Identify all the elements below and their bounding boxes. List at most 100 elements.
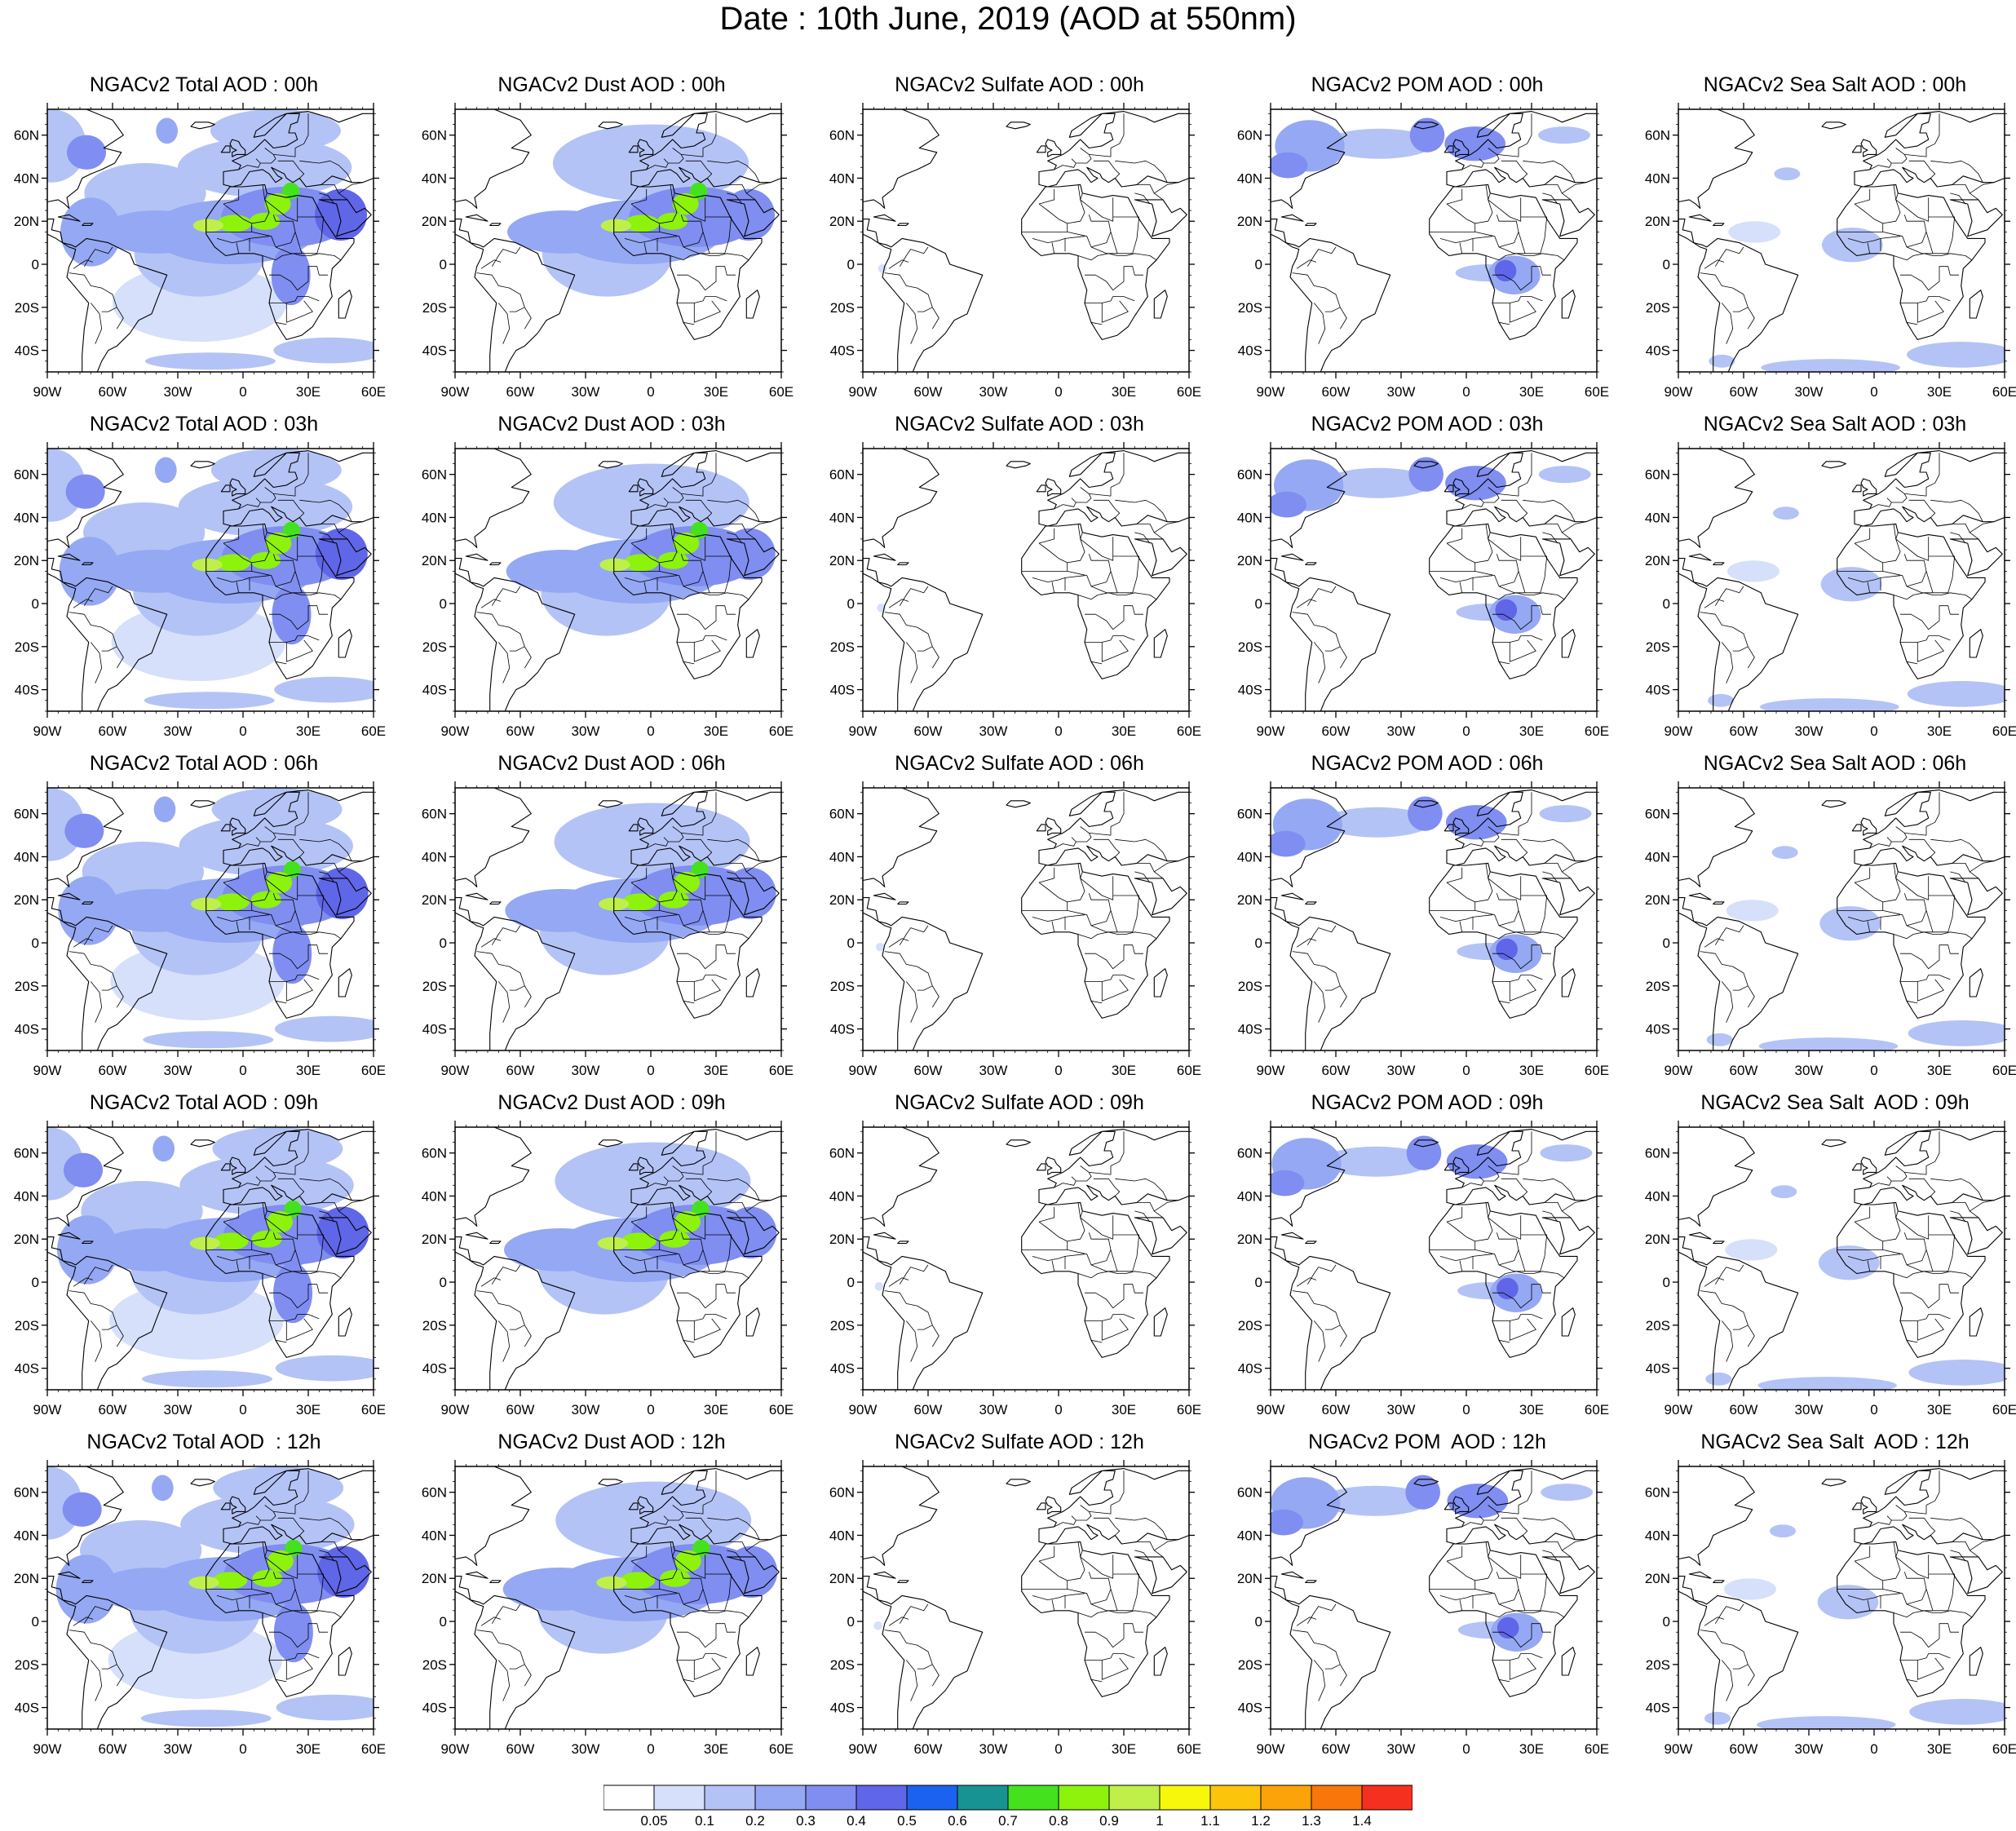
aod-plume (673, 532, 700, 555)
lon-tick-label: 60E (1992, 1063, 2016, 1078)
coastlines (1678, 1466, 2005, 1729)
aod-plume (1774, 167, 1801, 181)
panel-title: NGACv2 Total AOD : 03h (89, 413, 319, 436)
aod-plume (189, 1236, 220, 1250)
lon-tick-label: 60W (99, 384, 127, 400)
aod-plume (1706, 1033, 1733, 1046)
aod-plume (1770, 1524, 1796, 1538)
colorbar-swatch (1058, 1785, 1110, 1811)
lon-tick-label: 60E (1177, 1063, 1201, 1078)
coastlines (1678, 449, 2005, 711)
aod-plume (252, 1569, 283, 1587)
colorbar-swatch (1007, 1785, 1059, 1811)
lon-tick-label: 60E (361, 1402, 386, 1417)
aod-plume (674, 1210, 701, 1233)
map-plot: 60N 40N 20N 0 20S 40S 90W 60W 30W 0 30E 60E (422, 1460, 794, 1757)
lat-tick-label: 40S (15, 1701, 39, 1716)
aod-field (863, 109, 1189, 372)
lat-tick-label: 60N (1645, 467, 1670, 483)
map-plot: 60N 40N 20N 0 20S 40S 90W 60W 30W 0 30E 60E (422, 103, 794, 400)
lat-tick-label: 20S (422, 979, 447, 994)
lon-tick-label: 60E (1177, 384, 1201, 400)
lon-tick-label: 30W (1795, 1402, 1824, 1417)
lon-tick-label: 30E (1112, 384, 1136, 400)
aod-plume (65, 474, 105, 509)
panel-title: NGACv2 Sulfate AOD : 12h (895, 1431, 1144, 1453)
panel-title: NGACv2 POM AOD : 00h (1311, 73, 1544, 96)
lat-tick-label: 60N (1237, 807, 1262, 822)
colorbar-label: 0.05 (640, 1813, 667, 1827)
aod-plume (178, 137, 352, 198)
lat-tick-label: 20S (1238, 639, 1262, 655)
aod-plume (1323, 807, 1432, 838)
aod-plume (1538, 126, 1590, 144)
aod-plume (674, 1550, 701, 1572)
lon-tick-label: 0 (1870, 1063, 1877, 1078)
aod-plume (57, 1215, 118, 1285)
aod-plume (623, 554, 659, 572)
lon-tick-label: 90W (33, 1402, 62, 1417)
lon-tick-label: 30E (704, 1402, 728, 1417)
map-panel: NGACv2 Dust AOD : 00h 60N 40N 20N 0 20S 40S 90W… (408, 72, 816, 400)
panel-title: NGACv2 Sea Salt AOD : 12h (1700, 1431, 1970, 1453)
aod-plume (180, 1494, 355, 1555)
lon-tick-label: 30W (572, 1741, 600, 1757)
aod-plume (62, 1492, 102, 1527)
map-plot: 60N 40N 20N 0 20S 40S 90W 60W 30W 0 30E 60E (1645, 1121, 2016, 1417)
aod-plume (1907, 342, 2005, 368)
lat-tick-label: 40N (829, 1188, 855, 1204)
lat-tick-label: 60N (422, 807, 447, 822)
coastlines (455, 1127, 781, 1390)
map-plot: 60N 40N 20N 0 20S 40S 90W 60W 30W 0 30E 60E (1645, 103, 2016, 400)
lon-tick-label: 30W (164, 384, 192, 400)
map-panel: NGACv2 POM AOD : 06h 60N 40N 20N 0 20S 40S 90W 6… (1223, 750, 1631, 1078)
lon-tick-label: 90W (441, 1741, 470, 1757)
aod-plume (1908, 1360, 2005, 1386)
aod-plume (272, 923, 312, 984)
lat-tick-label: 20N (422, 214, 447, 229)
lat-tick-label: 60N (829, 1146, 855, 1161)
aod-plume (179, 1155, 354, 1216)
aod-field (1271, 1127, 1597, 1390)
lat-tick-label: 40N (1237, 1188, 1262, 1204)
lon-tick-label: 0 (239, 1402, 246, 1417)
panel-title: NGACv2 Total AOD : 00h (89, 73, 319, 96)
aod-plume (1408, 796, 1443, 831)
colorbar-label: 0.7 (998, 1813, 1018, 1827)
lat-tick-label: 20N (422, 553, 447, 568)
lat-tick-label: 20N (1237, 1232, 1262, 1247)
map-plot: 60N 40N 20N 0 20S 40S 90W 60W 30W 0 30E 60E (1237, 1121, 1609, 1417)
lon-tick-label: 60E (769, 1063, 794, 1078)
lon-tick-label: 90W (1665, 723, 1693, 739)
lon-tick-label: 0 (239, 384, 246, 400)
lon-tick-label: 0 (1462, 384, 1470, 400)
lon-tick-label: 0 (1462, 1741, 1470, 1757)
lat-tick-label: 20S (1238, 300, 1262, 316)
aod-plume (1408, 457, 1443, 492)
lat-tick-label: 20S (15, 300, 39, 316)
aod-plume (1444, 126, 1505, 161)
lat-tick-label: 20S (1646, 1657, 1670, 1673)
lon-tick-label: 0 (1462, 723, 1470, 739)
map-plot: 60N 40N 20N 0 20S 40S 90W 60W 30W 0 30E 60E (829, 1121, 1201, 1417)
aod-plume (80, 1519, 202, 1581)
map-panel: NGACv2 Dust AOD : 12h 60N 40N 20N 0 20S 40S 90W… (408, 1429, 816, 1757)
lat-tick-label: 20S (830, 300, 855, 316)
coastlines (863, 1466, 1189, 1729)
lat-tick-label: 0 (440, 1275, 447, 1290)
map-panel: NGACv2 Total AOD : 12h 60N 40N 20N 0 20S 40S 90… (0, 1429, 408, 1757)
lon-tick-label: 60W (1322, 1741, 1351, 1757)
lat-tick-label: 20N (1645, 1571, 1670, 1586)
colorbar-swatch (704, 1785, 756, 1811)
lon-tick-label: 90W (1665, 1402, 1693, 1417)
lon-tick-label: 30E (1519, 384, 1544, 400)
coastlines (863, 449, 1189, 711)
aod-plume (1497, 1277, 1519, 1300)
aod-field (1678, 109, 2005, 372)
map-panel: NGACv2 Sea Salt AOD : 09h 60N 40N 20N 0 20S 40… (1631, 1090, 2016, 1417)
lon-tick-label: 60E (769, 723, 794, 739)
lat-tick-label: 20N (829, 553, 855, 568)
aod-plume (876, 943, 885, 952)
panel-title: NGACv2 Sulfate AOD : 00h (895, 73, 1144, 96)
aod-plume (152, 1475, 174, 1502)
